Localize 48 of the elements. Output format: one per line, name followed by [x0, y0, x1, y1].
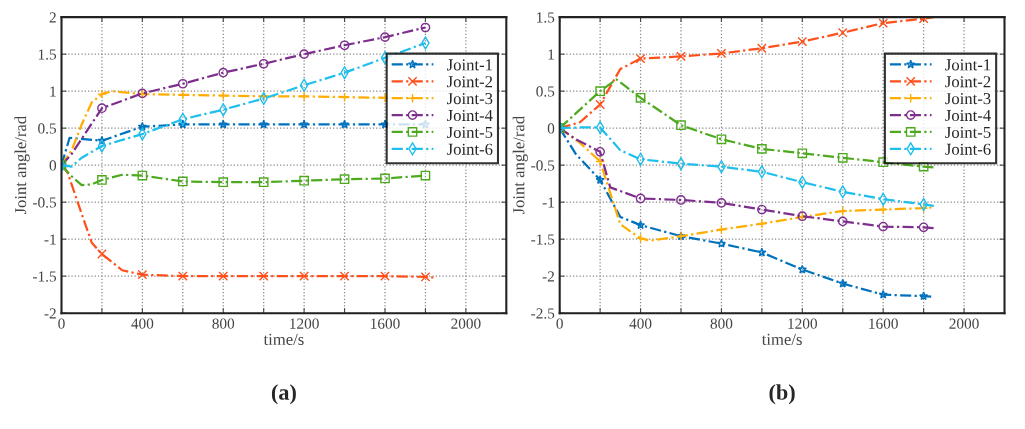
y-tick-label: 0.5 — [38, 123, 57, 134]
legend-label: Joint-2 — [945, 76, 991, 88]
y-tick-label: 0 — [547, 123, 555, 134]
x-axis-title: time/s — [263, 333, 304, 345]
y-tick-label: 1 — [50, 86, 56, 97]
legend-label: Joint-5 — [945, 126, 991, 138]
legend-label: Joint-1 — [447, 59, 492, 71]
x-tick-label: 400 — [131, 318, 154, 329]
legend-label: Joint-3 — [945, 93, 991, 105]
y-tick-label: -2 — [44, 308, 56, 319]
x-tick-label: 800 — [212, 318, 235, 329]
y-tick-label: 1 — [548, 49, 554, 60]
x-tick-label: 400 — [629, 318, 652, 329]
x-tick-label: 2000 — [949, 318, 979, 329]
legend-label: Joint-4 — [945, 109, 991, 122]
y-tick-label: -0.5 — [531, 160, 555, 171]
y-tick-label: 2 — [49, 12, 56, 23]
x-tick-label: 0 — [58, 318, 65, 329]
y-tick-label: 0 — [49, 160, 57, 171]
legend-label: Joint-6 — [945, 143, 991, 155]
y-tick-label: -0.5 — [33, 197, 57, 208]
y-tick-label: -2.5 — [531, 308, 555, 319]
text: (b) — [769, 384, 795, 405]
y-axis-title: Joint angle/rad — [14, 116, 30, 215]
x-tick-label: 1200 — [788, 318, 818, 329]
legend-label: Joint-2 — [447, 76, 493, 88]
y-tick-label: -1.5 — [531, 234, 555, 245]
legend-label: Joint-4 — [447, 109, 493, 122]
y-tick-label: -1.5 — [33, 271, 57, 282]
x-tick-label: 800 — [710, 318, 733, 329]
y-axis-title: Joint angle/rad — [512, 116, 528, 215]
legend-label: Joint-3 — [447, 93, 493, 105]
legend-label: Joint-5 — [447, 126, 493, 138]
x-tick-label: 1600 — [869, 318, 898, 329]
x-axis-title: time/s — [761, 333, 802, 345]
y-tick-label: 0.5 — [536, 86, 555, 97]
y-tick-label: 1.5 — [38, 49, 57, 60]
y-tick-label: -1 — [542, 197, 554, 208]
y-tick-label: -1 — [44, 234, 56, 245]
legend-label: Joint-6 — [447, 143, 493, 155]
y-tick-label: 1.5 — [537, 12, 555, 23]
y-tick-label: -2 — [542, 271, 554, 282]
x-tick-label: 2000 — [451, 318, 481, 329]
x-tick-label: 1200 — [290, 318, 319, 329]
legend-label: Joint-1 — [945, 59, 991, 71]
text: (a) — [271, 384, 296, 405]
x-tick-label: 0 — [556, 318, 563, 329]
x-tick-label: 1600 — [371, 318, 400, 329]
